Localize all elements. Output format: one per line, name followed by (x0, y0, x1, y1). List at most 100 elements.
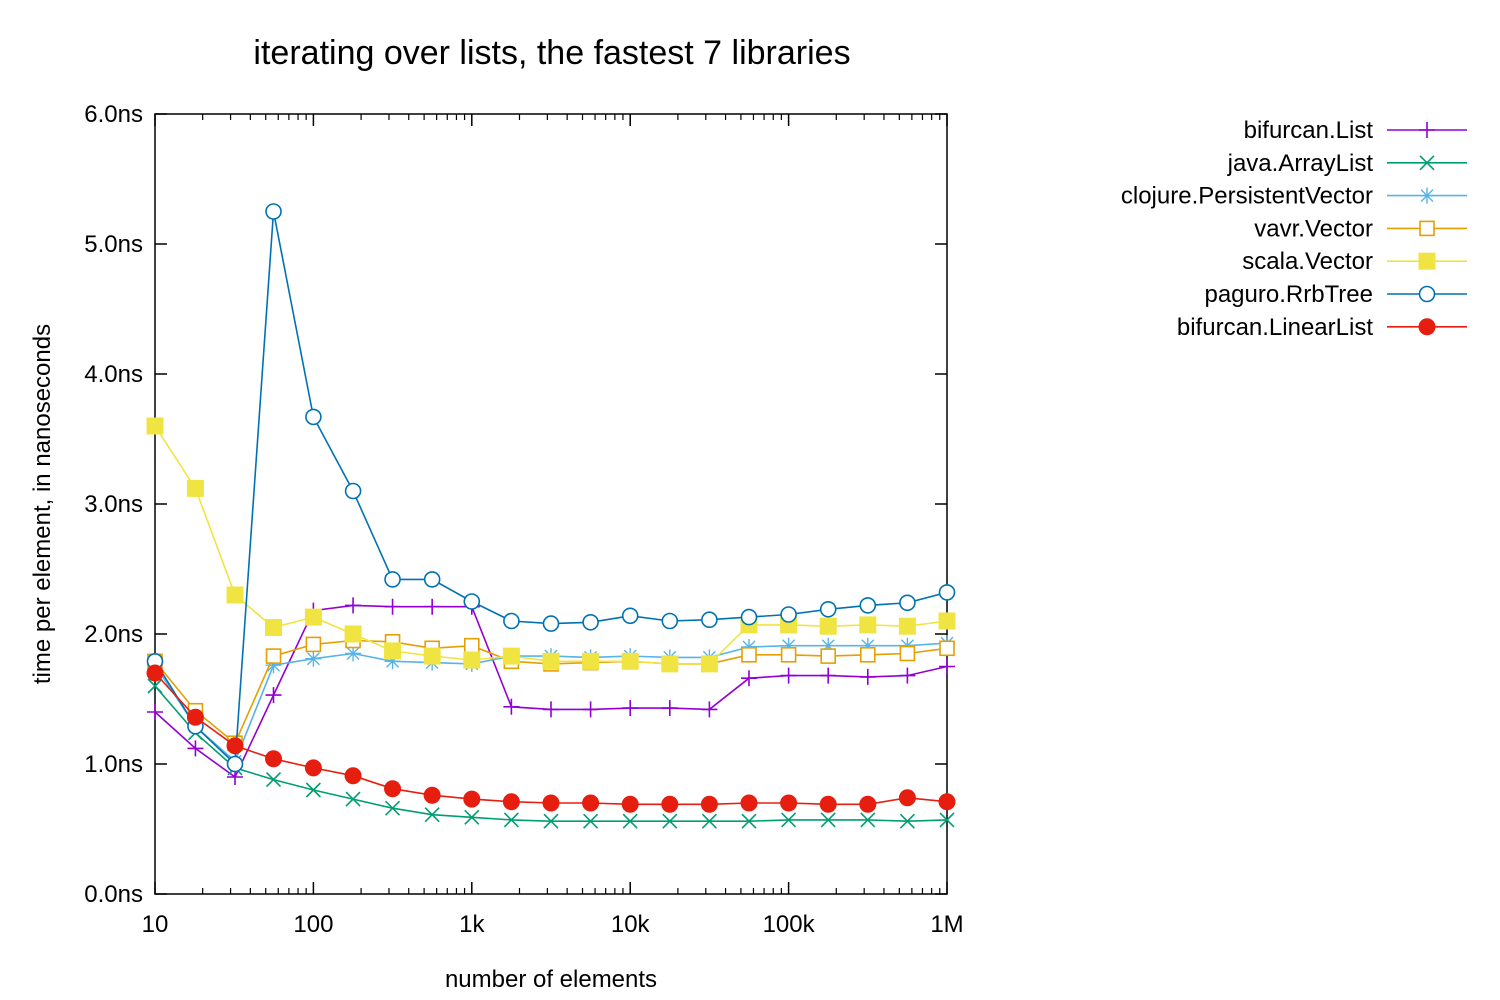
data-point (583, 813, 599, 829)
data-point (621, 607, 639, 625)
data-point (542, 794, 560, 812)
data-point (859, 597, 877, 614)
data-point (265, 657, 282, 674)
data-point (542, 701, 559, 718)
legend-label: java.ArrayList (1227, 150, 1374, 177)
data-point (741, 670, 757, 687)
data-point (938, 612, 956, 630)
data-point (661, 612, 679, 630)
legend-item: paguro.RrbTree (1204, 281, 1467, 308)
data-point (1418, 285, 1436, 303)
legend-item: vavr.Vector (1254, 215, 1467, 242)
data-point (938, 793, 956, 811)
data-point (859, 668, 876, 685)
data-point (700, 795, 718, 813)
data-point (345, 645, 362, 662)
data-point (542, 652, 560, 670)
data-point (344, 482, 362, 500)
data-point (622, 700, 639, 717)
data-point (899, 594, 916, 612)
data-point (304, 608, 322, 626)
data-point (1419, 122, 1435, 138)
data-point (265, 203, 282, 220)
data-point (147, 704, 163, 720)
legend-label: bifurcan.LinearList (1177, 314, 1373, 341)
data-point (621, 795, 639, 813)
data-point (701, 813, 717, 829)
data-point (661, 795, 679, 813)
data-point (502, 793, 520, 811)
data-point (898, 789, 916, 807)
data-point (186, 479, 204, 497)
data-point (423, 571, 441, 588)
data-point (859, 795, 877, 813)
data-point (780, 794, 798, 812)
data-point (187, 740, 204, 757)
data-point (345, 791, 361, 807)
x-tick-label: 1M (930, 911, 963, 938)
data-point (1419, 220, 1435, 237)
data-point (582, 652, 600, 670)
data-point (898, 617, 916, 635)
x-tick-label: 10 (142, 911, 169, 938)
legend-item: bifurcan.List (1244, 117, 1467, 144)
y-tick-label: 5.0ns (84, 231, 143, 258)
data-point (740, 608, 758, 626)
plot-frame (154, 113, 948, 895)
data-point (582, 701, 599, 718)
series-scala-vector (146, 417, 956, 673)
legend-label: clojure.PersistentVector (1121, 183, 1373, 210)
legend-label: paguro.RrbTree (1204, 281, 1373, 308)
chart-title: iterating over lists, the fastest 7 libr… (253, 34, 850, 72)
series-paguro-rrbtree (146, 203, 956, 773)
data-point (463, 651, 481, 669)
data-point (819, 617, 837, 635)
data-point (305, 408, 322, 426)
legend-label: scala.Vector (1242, 248, 1373, 275)
data-point (265, 687, 282, 704)
data-point (661, 655, 679, 673)
data-point (226, 755, 244, 773)
data-point (146, 664, 164, 682)
series-java-arraylist (147, 678, 955, 829)
y-tick-label: 6.0ns (84, 101, 143, 128)
data-point (780, 637, 797, 654)
data-point (424, 807, 440, 823)
series-layer (146, 203, 956, 829)
data-point (384, 653, 401, 670)
data-point (700, 655, 718, 673)
data-point (464, 809, 480, 825)
data-point (543, 813, 559, 829)
data-point (701, 701, 718, 718)
data-point (741, 813, 757, 829)
data-point (1419, 187, 1435, 204)
data-point (899, 667, 916, 684)
data-point (781, 812, 797, 828)
data-point (859, 637, 876, 654)
data-point (1418, 252, 1436, 270)
data-point (463, 593, 481, 610)
data-point (503, 612, 520, 630)
data-point (622, 813, 638, 829)
data-point (305, 650, 322, 667)
data-point (423, 647, 441, 665)
data-point (503, 698, 520, 715)
data-point (305, 636, 322, 653)
data-point (899, 645, 916, 662)
x-tick-label: 1k (459, 911, 485, 938)
data-point (859, 616, 877, 634)
data-point (147, 678, 163, 694)
data-point (582, 613, 599, 631)
data-point (820, 667, 837, 684)
data-point (384, 642, 402, 660)
data-point (582, 794, 600, 812)
data-point (661, 700, 678, 717)
data-point (384, 571, 401, 588)
legend-label: bifurcan.List (1244, 117, 1374, 144)
data-point (384, 800, 401, 816)
data-point (502, 647, 520, 665)
y-tick-label: 1.0ns (84, 751, 143, 778)
data-point (304, 759, 322, 777)
legend-item: scala.Vector (1242, 248, 1467, 275)
series-bifurcan-linearlist (146, 664, 956, 813)
